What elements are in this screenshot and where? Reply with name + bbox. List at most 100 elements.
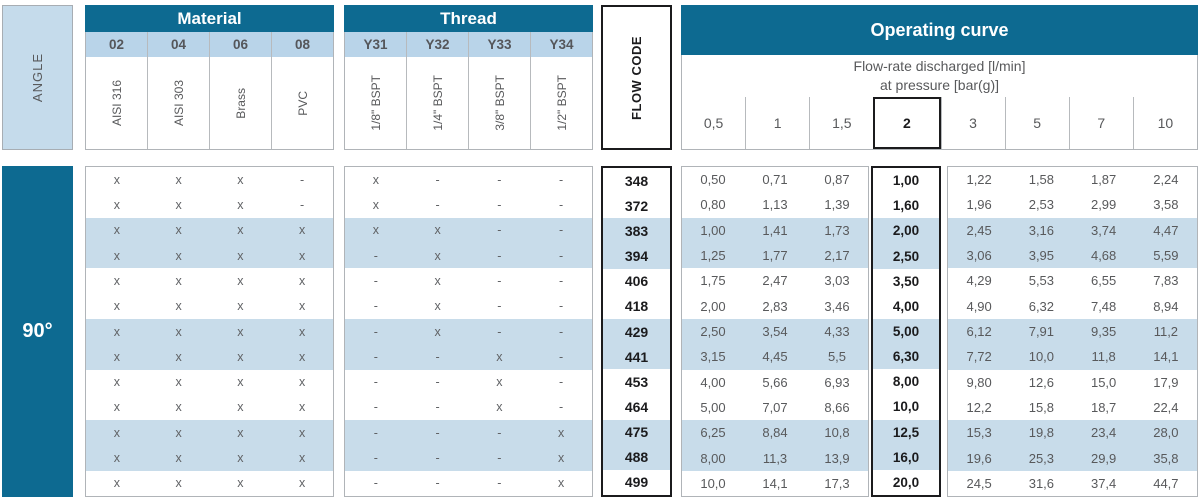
table-row: -x-- [345,294,592,319]
thread-name-cell: 1/4" BSPT [406,57,468,149]
flow-rate-cell: 4,45 [762,349,788,365]
thread-mark-cell: - [373,400,378,415]
table-row: 394 [603,243,670,269]
thread-mark-cell: - [373,425,378,440]
thread-mark-cell: - [497,223,502,238]
flow-rate-cell: 11,8 [1091,349,1116,365]
thread-name-label: 1/8" BSPT [368,75,383,131]
material-mark-cell: x [299,223,306,238]
table-row: 488 [603,444,670,470]
thread-mark-cell: - [559,324,564,339]
table-row: 475 [603,419,670,445]
flow-rate-highlight-cell: 1,00 [892,173,920,189]
material-mark-cell: x [175,476,182,491]
flow-rate-cell: 3,15 [700,349,726,365]
material-mark-cell: x [113,425,120,440]
material-mark-cell: x [237,375,244,390]
flow-rate-cell: 22,4 [1153,399,1179,415]
table-row: 406 [603,269,670,294]
flow-code-cell: 348 [624,172,649,189]
flow-rate-cell: 7,91 [1028,324,1055,340]
flow-rate-cell: 1,39 [824,197,850,213]
flow-rate-cell: 7,48 [1090,298,1117,314]
flow-rate-cell: 5,66 [762,374,788,390]
flow-rate-2bar-block: 1,00 1,60 2,00 2,50 3,50 4,00 5,00 6,30 8,00 10,0… [871,166,941,497]
angle-header-label: ANGLE [30,52,45,103]
flow-rate-cell: 17,9 [1153,374,1179,390]
material-mark-cell: x [113,197,120,212]
thread-mark-cell: - [497,425,502,440]
material-mark-cell: x [175,248,182,263]
pressure-header-cell: 1,5 [809,97,873,149]
thread-mark-cell: - [373,324,378,339]
table-row: --x- [345,395,592,420]
material-code-cell: 02 [108,37,125,52]
table-row: 6,30 [873,344,939,370]
material-mark-cell: - [300,197,305,212]
thread-mark-cell: - [435,375,440,390]
flow-rate-cell: 7,72 [966,349,992,365]
flow-rate-highlight-cell: 12,5 [892,424,920,440]
flow-rate-cell: 3,95 [1028,248,1055,264]
table-row: 5,00 [873,318,939,345]
material-mark-cell: x [113,349,120,364]
flow-rate-cell: 0,87 [824,172,850,188]
material-code-cell: 04 [147,32,209,57]
material-mark-cell: x [299,400,306,415]
flow-rate-cell: 6,25 [700,425,726,441]
thread-mark-cell: - [497,172,502,187]
table-row: 8,00 11,3 13,9 [682,445,868,471]
flow-rate-cell: 14,1 [762,475,788,491]
material-mark-cell: x [299,476,306,491]
flow-code-cell: 372 [624,197,649,214]
material-mark-cell: x [237,172,244,187]
table-row: x--- [345,167,592,192]
thread-mark-cell: - [435,476,440,491]
flow-rate-cell: 28,0 [1153,425,1179,441]
thread-mark-cell: - [435,349,440,364]
table-row: 2,45 3,16 3,74 4,47 [948,217,1197,243]
flow-rate-highlight-cell: 20,0 [892,474,920,490]
material-mark-cell: x [237,425,244,440]
flow-rate-cell: 1,87 [1090,172,1117,188]
flow-rate-cell: 8,94 [1153,298,1179,314]
material-mark-cell: x [113,375,120,390]
thread-code-cell: Y31 [363,37,388,52]
material-mark-cell: x [237,299,244,314]
material-mark-cell: x [175,273,182,288]
flow-rate-cell: 25,3 [1028,450,1055,466]
flow-rate-highlight-cell: 5,00 [892,324,920,340]
flow-code-cell: 453 [624,373,649,390]
flow-rate-cell: 3,74 [1090,222,1117,238]
material-mark-cell: x [175,400,182,415]
flow-rate-cell: 2,53 [1028,197,1055,213]
table-row: -x-- [345,318,592,345]
material-mark-cell: x [237,324,244,339]
material-mark-cell: x [113,324,120,339]
table-row: 24,5 31,6 37,4 44,7 [948,471,1197,496]
material-mark-cell: x [299,451,306,466]
thread-mark-cell: - [373,451,378,466]
table-row: 348 [603,168,670,193]
thread-mark-cell: - [559,248,564,263]
flow-rate-cell: 8,66 [824,399,850,415]
material-mark-cell: x [299,324,306,339]
subtitle-line-1: Flow-rate discharged [l/min] [853,58,1026,74]
flow-rate-cell: 6,55 [1090,273,1117,289]
flow-rate-cell: 2,24 [1153,172,1179,188]
table-row: 1,00 [873,168,939,193]
material-mark-cell: x [113,223,120,238]
thread-mark-cell: - [373,476,378,491]
material-mark-cell: x [237,400,244,415]
flow-rate-cell: 24,5 [966,475,992,491]
material-mark-cell: x [299,349,306,364]
material-name-label: Brass [233,87,248,119]
table-row: 4,90 6,32 7,48 8,94 [948,294,1197,319]
